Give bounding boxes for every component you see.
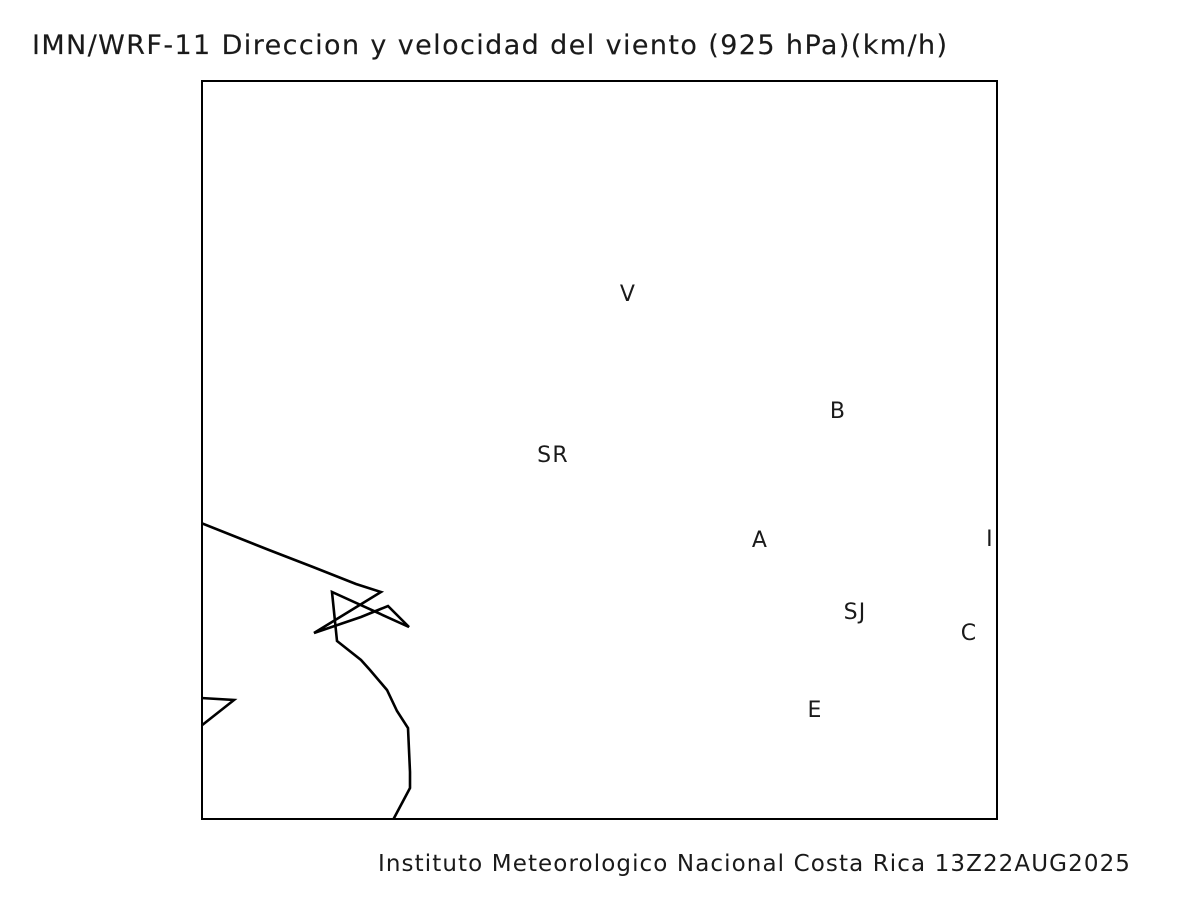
map-plot-area[interactable]	[201, 80, 998, 820]
map-graphic	[201, 80, 998, 820]
map-frame-border	[201, 80, 998, 820]
footer-credit: Instituto Meteorologico Nacional Costa R…	[378, 851, 1132, 877]
station-label-c[interactable]: C	[960, 621, 978, 646]
coastline	[201, 521, 412, 820]
station-label-sj[interactable]: SJ	[843, 600, 867, 625]
station-label-i[interactable]: I	[986, 527, 994, 552]
station-label-e[interactable]: E	[807, 698, 823, 723]
coastline-segment	[201, 696, 238, 728]
station-label-sr[interactable]: SR	[537, 443, 569, 468]
page-title: IMN/WRF-11 Direccion y velocidad del vie…	[32, 30, 949, 61]
station-label-b[interactable]: B	[829, 399, 847, 424]
station-label-a[interactable]: A	[751, 528, 769, 553]
station-label-v[interactable]: V	[619, 282, 637, 307]
coastline-segment	[201, 521, 412, 820]
